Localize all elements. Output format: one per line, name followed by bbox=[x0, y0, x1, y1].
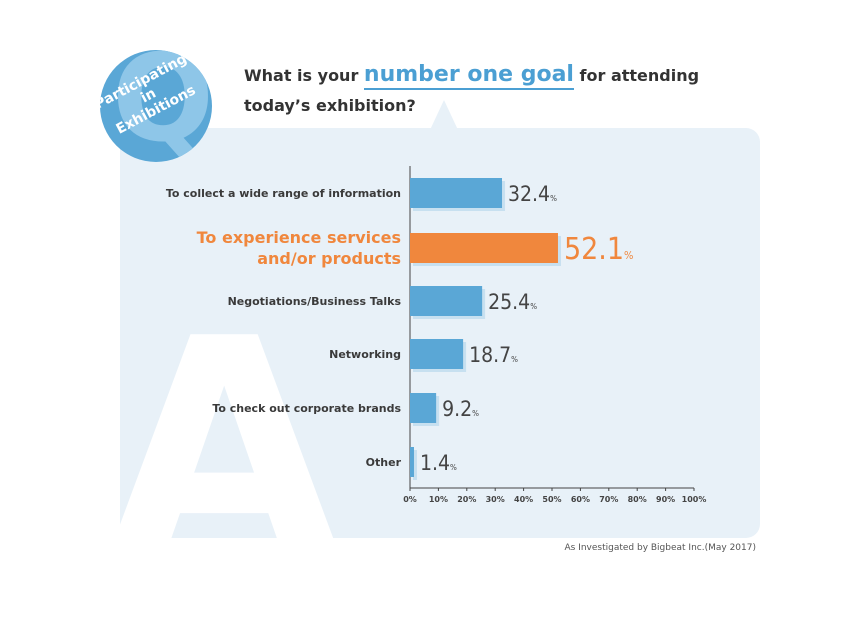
value-label: 52.1% bbox=[564, 232, 633, 267]
bar bbox=[410, 393, 437, 423]
value-unit: % bbox=[511, 355, 518, 364]
question-text-before: What is your bbox=[244, 66, 359, 85]
value-label: 32.4% bbox=[508, 182, 557, 206]
bar bbox=[410, 286, 483, 316]
question-badge-letter: Q bbox=[112, 50, 212, 162]
value-label: 1.4% bbox=[420, 451, 457, 475]
x-tick-label: 60% bbox=[571, 495, 590, 504]
question-title: What is your number one goal for attendi… bbox=[244, 60, 724, 121]
x-tick-label: 100% bbox=[682, 495, 707, 504]
x-tick-label: 40% bbox=[514, 495, 533, 504]
category-label: To experience services bbox=[197, 228, 401, 247]
x-tick-label: 90% bbox=[656, 495, 675, 504]
value-unit: % bbox=[624, 249, 633, 262]
question-highlight: number one goal bbox=[363, 62, 574, 90]
source-note: As Investigated by Bigbeat Inc.(May 2017… bbox=[564, 543, 756, 553]
speech-bubble-tail bbox=[430, 100, 458, 130]
value-label: 9.2% bbox=[442, 397, 479, 421]
question-badge: Q Participating in Exhibitions bbox=[100, 50, 212, 162]
value-unit: % bbox=[450, 463, 457, 472]
category-label: and/or products bbox=[257, 249, 401, 268]
bar-shadow bbox=[413, 450, 417, 480]
x-tick-label: 0% bbox=[403, 495, 417, 504]
category-label: Networking bbox=[329, 348, 401, 361]
category-label: To check out corporate brands bbox=[212, 402, 401, 415]
category-label: To collect a wide range of information bbox=[166, 187, 401, 200]
bar bbox=[410, 339, 464, 369]
x-tick-label: 70% bbox=[599, 495, 618, 504]
x-tick-label: 10% bbox=[429, 495, 448, 504]
value-unit: % bbox=[472, 409, 479, 418]
bar bbox=[410, 178, 503, 208]
question-text-line2: today’s exhibition? bbox=[244, 96, 416, 115]
category-label: Other bbox=[366, 456, 402, 469]
value-unit: % bbox=[530, 302, 537, 311]
x-tick-label: 50% bbox=[542, 495, 561, 504]
value-unit: % bbox=[550, 194, 557, 203]
answer-letter: A bbox=[108, 275, 341, 624]
category-label: Negotiations/Business Talks bbox=[228, 295, 402, 308]
x-tick-label: 30% bbox=[486, 495, 505, 504]
value-label: 18.7% bbox=[469, 343, 518, 367]
x-tick-label: 20% bbox=[457, 495, 476, 504]
bar bbox=[410, 233, 558, 263]
x-tick-label: 80% bbox=[628, 495, 647, 504]
bar bbox=[410, 447, 414, 477]
question-text-after: for attending bbox=[579, 66, 700, 85]
value-label: 25.4% bbox=[488, 290, 537, 314]
bar-chart: 0% 10% 20% 30% 40% 50% 60% 70% 80% 90% 100% 32.4% To… bbox=[166, 166, 707, 504]
